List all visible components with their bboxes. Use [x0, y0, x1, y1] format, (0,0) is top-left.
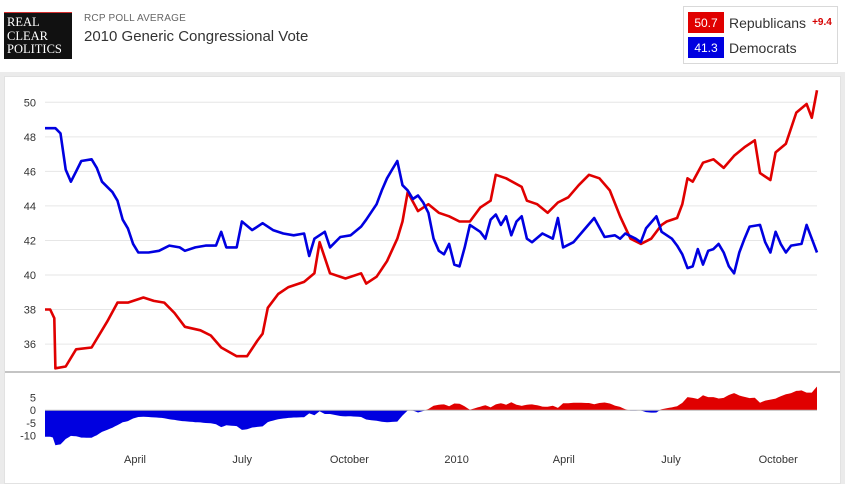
spread-tick-label: -5 — [26, 418, 36, 430]
series-line-republicans — [45, 89, 819, 370]
x-tick-label: July — [232, 454, 252, 466]
spread-tick-label: 0 — [30, 405, 36, 417]
y-tick-label: 40 — [24, 270, 36, 282]
x-tick-label: October — [759, 454, 798, 466]
chart-subtitle: RCP POLL AVERAGE — [84, 13, 186, 24]
chart-header: REAL CLEAR POLITICS RCP POLL AVERAGE 201… — [0, 0, 845, 72]
spread-tick-label: 5 — [30, 393, 36, 405]
y-tick-label: 38 — [24, 305, 36, 317]
republicans-label: Republicans — [729, 14, 807, 31]
spread-value: +9.4 — [812, 17, 832, 28]
legend-item-democrats[interactable]: 41.3 Democrats — [688, 37, 797, 58]
republicans-value-badge: 50.7 — [688, 12, 724, 33]
x-tick-label: October — [330, 454, 369, 466]
spread-tick-label: -10 — [20, 430, 36, 442]
chart-title: 2010 Generic Congressional Vote — [84, 28, 309, 45]
legend-item-republicans[interactable]: 50.7 Republicans +9.4 — [688, 12, 832, 33]
y-tick-label: 50 — [24, 97, 36, 109]
spread-area-democrats — [45, 410, 817, 446]
x-tick-label: April — [124, 454, 146, 466]
democrats-label: Democrats — [729, 39, 797, 56]
x-tick-label: 2010 — [444, 454, 468, 466]
x-tick-label: April — [553, 454, 575, 466]
chart-area: 36 38 40 42 44 46 48 50 5 0 -5 -10 April July October 2… — [4, 76, 841, 484]
y-tick-label: 44 — [24, 201, 36, 213]
series-line-democrats — [45, 126, 819, 275]
logo-line-3: POLITICS — [7, 42, 62, 56]
democrats-value-badge: 41.3 — [688, 37, 724, 58]
logo-line-2: CLEAR — [7, 28, 48, 43]
y-tick-label: 48 — [24, 132, 36, 144]
spread-area-republicans — [45, 386, 817, 411]
x-tick-label: July — [661, 454, 681, 466]
y-tick-label: 46 — [24, 166, 36, 178]
logo-line-1: REAL — [7, 15, 40, 29]
y-tick-label: 42 — [24, 235, 36, 247]
y-tick-label: 36 — [24, 339, 36, 351]
legend: 50.7 Republicans +9.4 41.3 Democrats — [683, 6, 838, 64]
realclearpolitics-logo[interactable]: REAL CLEAR POLITICS — [4, 12, 72, 59]
